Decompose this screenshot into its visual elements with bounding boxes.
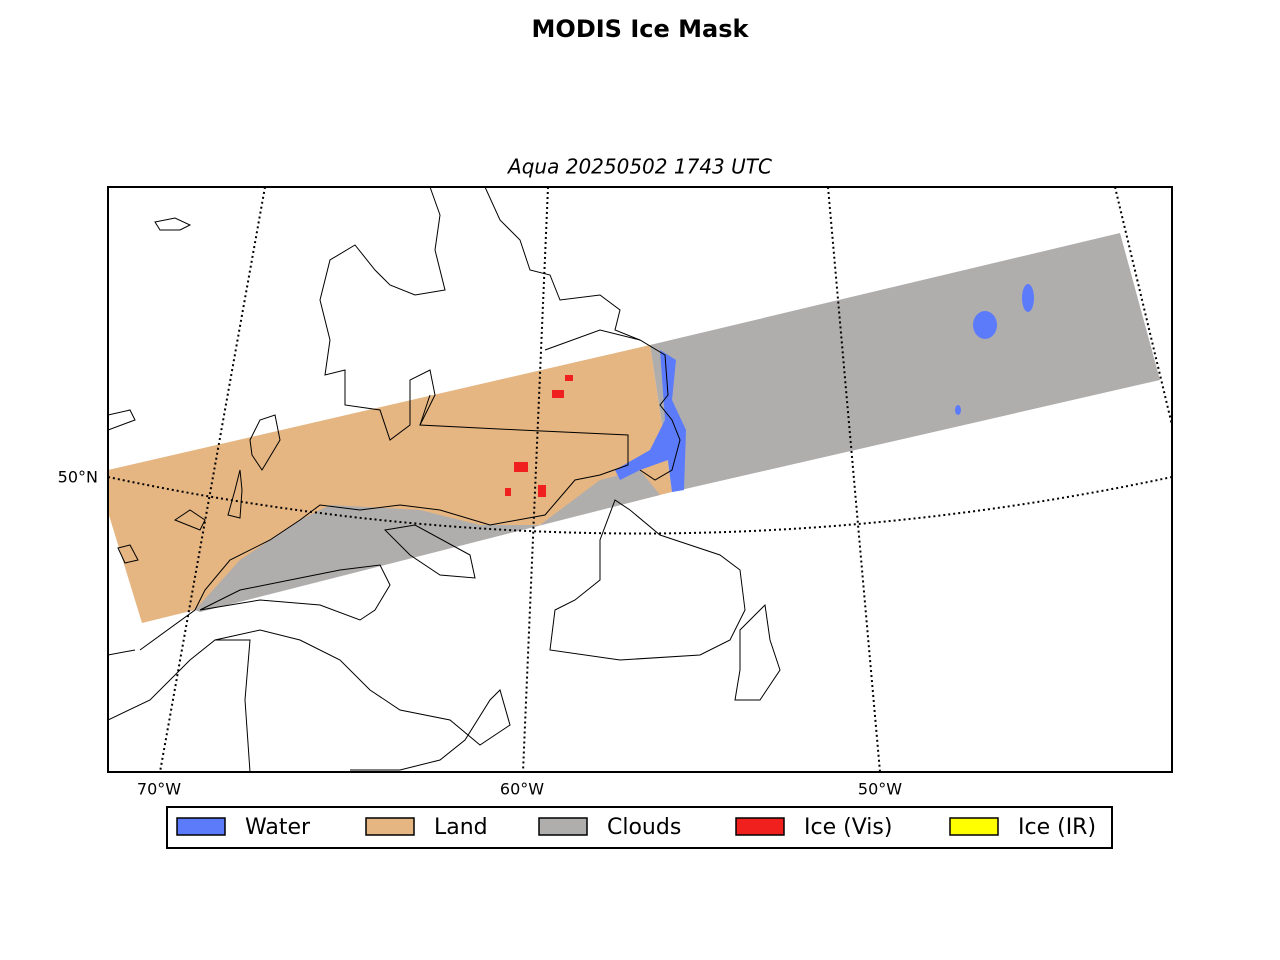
legend-items: Water Land Clouds Ice (Vis) Ice (IR)	[176, 815, 1096, 840]
legend-swatch	[365, 817, 415, 836]
lon-label: 60°W	[500, 780, 544, 799]
lon-label: 70°W	[137, 780, 181, 799]
lat-label: 50°N	[58, 468, 98, 487]
legend-swatch	[735, 817, 785, 836]
map	[108, 187, 1172, 772]
legend-label: Water	[245, 815, 311, 840]
title: MODIS Ice Mask	[532, 15, 750, 43]
subtitle: Aqua 20250502 1743 UTC	[506, 155, 772, 179]
map-frame	[107, 186, 1173, 773]
gulf-clouds	[195, 470, 660, 612]
water-patches	[615, 284, 1034, 492]
lon-label: 50°W	[858, 780, 902, 799]
land-swath	[108, 345, 672, 623]
legend-label: Ice (IR)	[1018, 815, 1096, 840]
cloud-swath	[650, 233, 1160, 492]
legend-swatch	[538, 817, 588, 836]
graticule	[108, 187, 1172, 772]
legend-swatch	[176, 817, 226, 836]
ice-patches	[505, 375, 573, 497]
legend-label: Ice (Vis)	[804, 815, 892, 840]
legend-swatch	[949, 817, 999, 836]
legend-label: Land	[434, 815, 488, 840]
legend-label: Clouds	[607, 815, 681, 840]
coastlines	[108, 187, 781, 772]
